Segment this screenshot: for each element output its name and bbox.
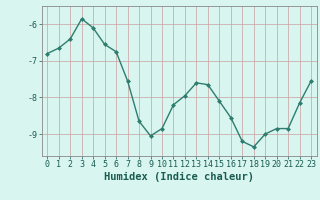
X-axis label: Humidex (Indice chaleur): Humidex (Indice chaleur) <box>104 172 254 182</box>
